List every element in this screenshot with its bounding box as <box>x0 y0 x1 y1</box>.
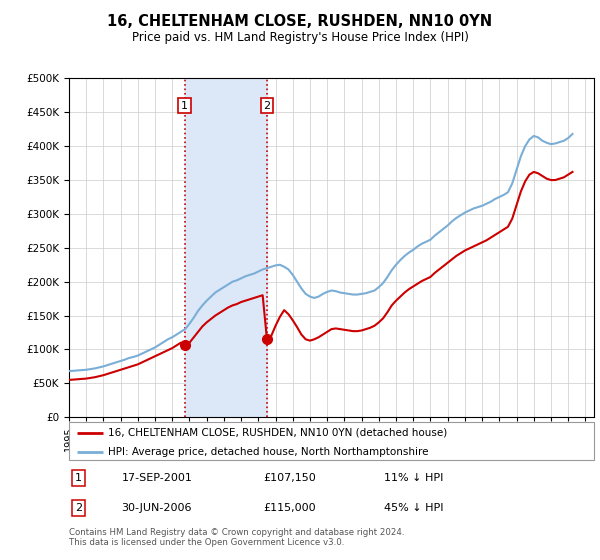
Bar <box>185 78 267 417</box>
FancyBboxPatch shape <box>69 422 594 460</box>
Text: Contains HM Land Registry data © Crown copyright and database right 2024.
This d: Contains HM Land Registry data © Crown c… <box>69 528 404 547</box>
Text: £115,000: £115,000 <box>263 503 316 514</box>
Text: 1: 1 <box>181 100 188 110</box>
Text: 1: 1 <box>75 473 82 483</box>
Text: 2: 2 <box>263 100 271 110</box>
Text: Price paid vs. HM Land Registry's House Price Index (HPI): Price paid vs. HM Land Registry's House … <box>131 31 469 44</box>
Text: 17-SEP-2001: 17-SEP-2001 <box>121 473 193 483</box>
Text: 16, CHELTENHAM CLOSE, RUSHDEN, NN10 0YN (detached house): 16, CHELTENHAM CLOSE, RUSHDEN, NN10 0YN … <box>109 428 448 438</box>
Text: £107,150: £107,150 <box>263 473 316 483</box>
Text: 30-JUN-2006: 30-JUN-2006 <box>121 503 192 514</box>
Text: 45% ↓ HPI: 45% ↓ HPI <box>384 503 443 514</box>
Text: 11% ↓ HPI: 11% ↓ HPI <box>384 473 443 483</box>
Text: 2: 2 <box>75 503 82 514</box>
Text: 16, CHELTENHAM CLOSE, RUSHDEN, NN10 0YN: 16, CHELTENHAM CLOSE, RUSHDEN, NN10 0YN <box>107 14 493 29</box>
Text: HPI: Average price, detached house, North Northamptonshire: HPI: Average price, detached house, Nort… <box>109 447 429 457</box>
